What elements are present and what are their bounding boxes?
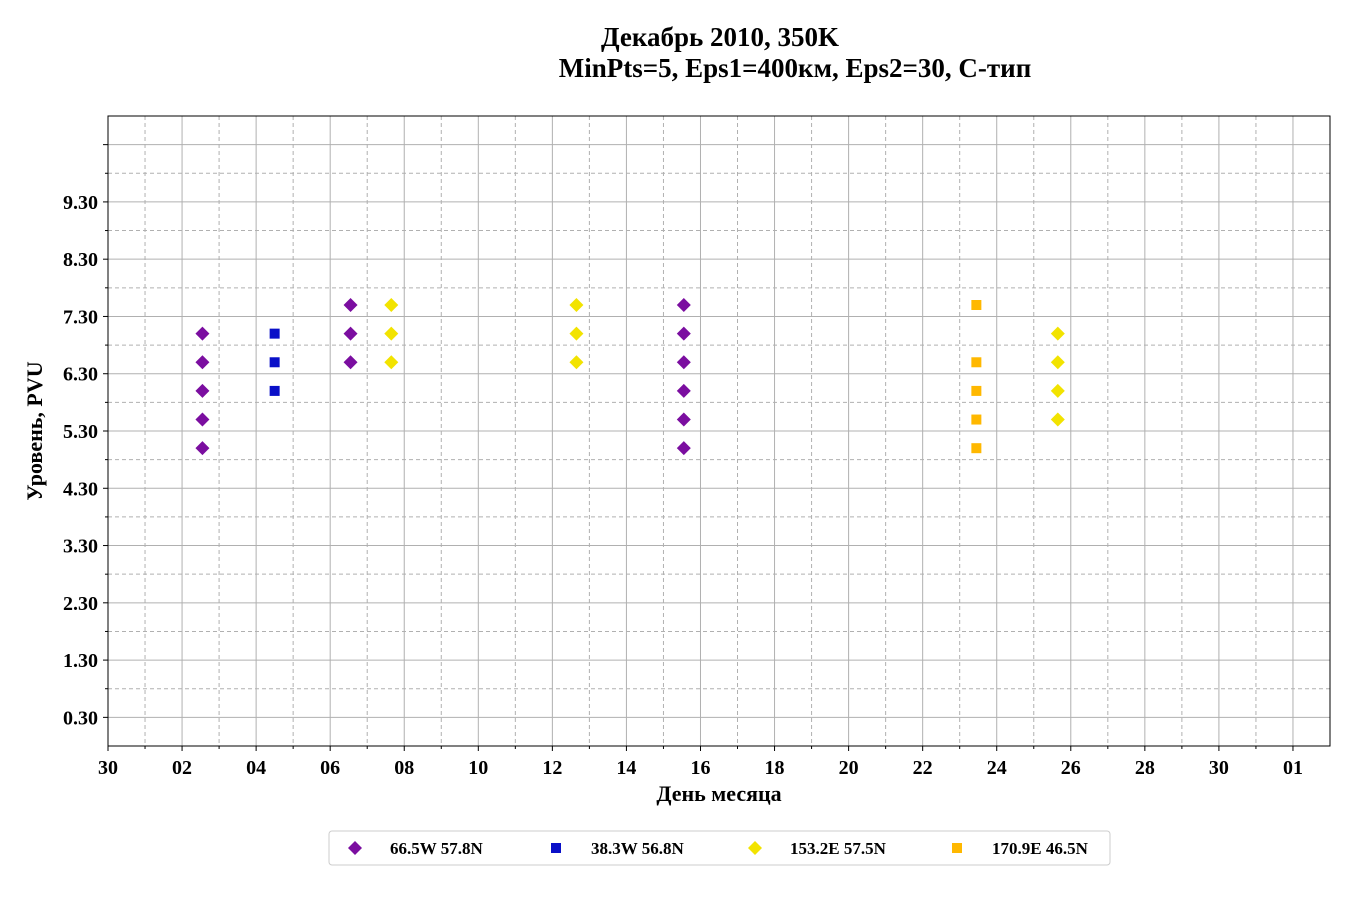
x-tick-label: 14 (616, 757, 636, 779)
data-point (343, 355, 358, 370)
x-tick-label: 12 (542, 757, 562, 779)
data-point (676, 441, 691, 456)
y-tick-label: 3.30 (63, 536, 98, 558)
y-axis-tick-labels: 0.30 1.30 2.30 3.30 4.30 5.30 6.30 7.30 8.30 9.30 (63, 192, 98, 729)
y-tick-label: 2.30 (63, 593, 98, 615)
x-tick-label: 16 (690, 757, 710, 779)
data-point (1050, 326, 1065, 341)
data-point (569, 298, 584, 312)
x-tick-label: 28 (1135, 757, 1155, 779)
chart-subtitle: MinPts=5, Eps1=400км, Eps2=30, С-тип (559, 53, 1032, 83)
x-tick-label: 02 (172, 757, 192, 779)
data-point (569, 355, 584, 370)
x-tick-label: 22 (913, 757, 933, 779)
data-point (1050, 383, 1065, 398)
data-point (971, 300, 982, 310)
data-point (269, 385, 280, 396)
x-tick-label: 26 (1061, 757, 1081, 779)
x-tick-label: 01 (1283, 757, 1303, 779)
y-tick-label: 5.30 (63, 421, 98, 443)
legend-label: 170.9E 46.5N (992, 839, 1089, 858)
data-point (269, 328, 280, 339)
data-point (971, 414, 982, 425)
data-point (195, 355, 210, 370)
x-tick-label: 18 (765, 757, 785, 779)
y-tick-label: 1.30 (63, 650, 98, 672)
x-tick-label: 10 (468, 757, 488, 779)
data-point (384, 326, 399, 341)
data-point (343, 298, 358, 312)
data-point (384, 298, 399, 312)
data-point (269, 357, 280, 368)
data-point (195, 326, 210, 341)
data-point (676, 355, 691, 370)
y-tick-label: 7.30 (63, 306, 98, 328)
data-point (195, 412, 210, 427)
x-tick-label: 24 (987, 757, 1007, 779)
data-point (676, 383, 691, 398)
y-tick-label: 8.30 (63, 249, 98, 271)
legend-marker (348, 841, 362, 855)
legend-marker (748, 841, 762, 855)
data-point (971, 443, 982, 454)
y-axis-label: Уровень, PVU (22, 361, 47, 500)
legend-marker (952, 843, 962, 853)
axis-ticks (103, 144, 1294, 751)
legend-marker (551, 843, 561, 853)
data-point (569, 326, 584, 341)
data-point (676, 326, 691, 341)
y-tick-label: 9.30 (63, 192, 98, 214)
data-point (676, 412, 691, 427)
data-point (1050, 412, 1065, 427)
x-tick-label: 06 (320, 757, 340, 779)
data-point (384, 355, 399, 370)
y-tick-label: 4.30 (63, 478, 98, 500)
legend-label: 66.5W 57.8N (390, 839, 483, 858)
x-axis-tick-labels: 30 02 04 06 08 10 12 14 16 18 20 22 24 26 28 30 01 (98, 757, 1303, 779)
data-point (971, 357, 982, 368)
x-tick-label: 08 (394, 757, 414, 779)
x-tick-label: 20 (839, 757, 859, 779)
data-point (343, 326, 358, 341)
data-point (195, 383, 210, 398)
chart-title: Декабрь 2010, 350K (601, 22, 839, 52)
y-tick-label: 6.30 (63, 364, 98, 386)
legend-label: 153.2E 57.5N (790, 839, 887, 858)
data-point (1050, 355, 1065, 370)
x-tick-label: 30 (1209, 757, 1229, 779)
x-tick-label: 04 (246, 757, 266, 779)
data-point (195, 441, 210, 456)
data-markers (195, 298, 1065, 456)
legend: 66.5W 57.8N 38.3W 56.8N 153.2E 57.5N 170.9E… (328, 830, 1111, 866)
data-point (971, 385, 982, 396)
x-axis-label: День месяца (656, 781, 781, 806)
major-grid (107, 116, 1330, 746)
data-point (676, 298, 691, 312)
legend-label: 38.3W 56.8N (591, 839, 684, 858)
y-tick-label: 0.30 (63, 707, 98, 729)
legend-box (328, 830, 1111, 866)
x-tick-label: 30 (98, 757, 118, 779)
